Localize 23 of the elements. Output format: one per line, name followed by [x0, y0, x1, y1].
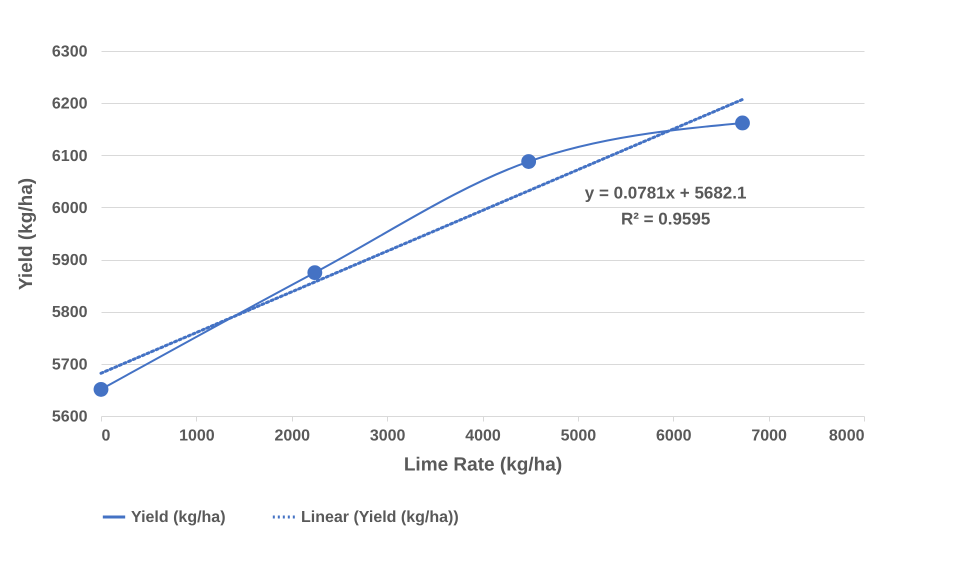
x-tick-label: 8000 [828, 428, 865, 444]
y-tick-label: 6200 [52, 96, 88, 113]
y-axis-title: Yield (kg/ha) [16, 178, 37, 290]
x-tick-label: 1000 [179, 428, 215, 444]
annotation: y = 0.0781x + 5682.1 [584, 183, 746, 202]
x-axis-title: Lime Rate (kg/ha) [404, 454, 562, 476]
x-tick-label: 3000 [370, 428, 406, 444]
annotation: R² = 0.9595 [620, 209, 710, 228]
x-tick-label: 4000 [465, 428, 501, 444]
y-tick-label: 5600 [52, 408, 88, 426]
y-tick-label: 6100 [52, 148, 88, 165]
x-tick-label: 7000 [751, 428, 788, 444]
y-tick-label: 6300 [52, 44, 88, 60]
legend-label: Linear (Yield (kg/ha)) [301, 509, 459, 526]
y-tick-label: 5700 [52, 356, 88, 374]
y-tick-label: 5800 [52, 304, 88, 322]
y-tick-label: 6000 [52, 200, 88, 217]
legend-label: Yield (kg/ha) [131, 509, 226, 526]
y-tick-label: 5900 [52, 252, 88, 270]
x-tick-label: 6000 [656, 428, 692, 444]
x-tick-label: 2000 [274, 428, 310, 444]
x-tick-label: 5000 [560, 428, 596, 444]
x-tick-label: 0 [102, 428, 110, 444]
